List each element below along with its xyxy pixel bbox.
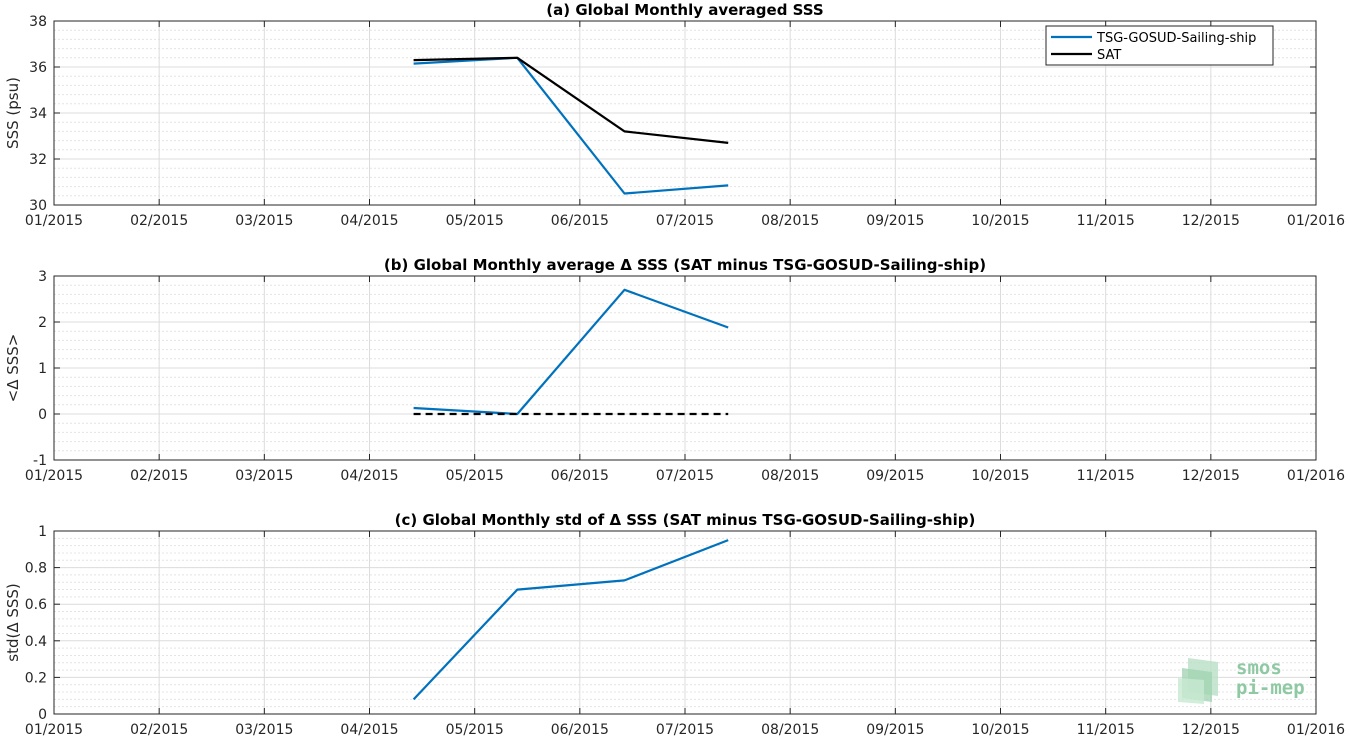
chart-title: (c) Global Monthly std of Δ SSS (SAT min… (395, 511, 976, 529)
y-tick-label: 0.2 (25, 670, 47, 686)
x-tick-label: 09/2015 (866, 213, 924, 229)
x-tick-label: 02/2015 (130, 722, 188, 737)
y-tick-label: 30 (29, 198, 47, 214)
x-tick-label: 06/2015 (551, 722, 609, 737)
x-tick-label: 01/2016 (1287, 468, 1345, 484)
x-tick-label: 02/2015 (130, 213, 188, 229)
x-tick-label: 10/2015 (971, 468, 1029, 484)
x-tick-label: 11/2015 (1077, 722, 1135, 737)
x-tick-label: 01/2016 (1287, 722, 1345, 737)
x-tick-label: 11/2015 (1077, 213, 1135, 229)
legend-label: SAT (1097, 48, 1121, 63)
y-axis-label: std(Δ SSS) (4, 583, 22, 662)
x-tick-label: 03/2015 (235, 468, 293, 484)
x-tick-label: 07/2015 (656, 468, 714, 484)
series-line-1 (413, 56, 729, 195)
x-tick-label: 03/2015 (235, 213, 293, 229)
x-tick-label: 09/2015 (866, 722, 924, 737)
x-tick-label: 04/2015 (340, 213, 398, 229)
y-tick-label: 32 (29, 152, 47, 168)
legend: TSG-GOSUD-Sailing-ship SAT (1045, 25, 1274, 66)
x-tick-label: 05/2015 (446, 722, 504, 737)
panel-2: 01/2015 02/2015 03/2015 04/2015 05/2015 06/20… (4, 256, 1345, 484)
logo-line-2: pi-mep (1236, 677, 1305, 699)
y-tick-label: 3 (38, 269, 47, 285)
x-tick-label: 07/2015 (656, 722, 714, 737)
x-tick-label: 01/2015 (25, 722, 83, 737)
y-axis-label: <Δ SSS> (4, 334, 22, 403)
x-tick-label: 06/2015 (551, 213, 609, 229)
legend-box (1045, 25, 1274, 66)
x-tick-label: 09/2015 (866, 468, 924, 484)
x-tick-label: 12/2015 (1182, 722, 1240, 737)
y-tick-label: 1 (38, 524, 47, 540)
y-tick-label: 0.6 (25, 597, 47, 613)
x-tick-label: 03/2015 (235, 722, 293, 737)
y-tick-label: 0 (38, 707, 47, 723)
panel-1: 01/2015 02/2015 03/2015 04/2015 05/2015 06/20… (4, 1, 1345, 229)
panel-3: 01/2015 02/2015 03/2015 04/2015 05/2015 06/20… (4, 511, 1345, 737)
x-tick-label: 10/2015 (971, 722, 1029, 737)
y-tick-label: 2 (38, 315, 47, 331)
smos-pi-mep-logo: smos pi-mep (1178, 656, 1318, 704)
x-tick-label: 04/2015 (340, 722, 398, 737)
x-tick-label: 08/2015 (761, 213, 819, 229)
x-tick-label: 01/2016 (1287, 213, 1345, 229)
legend-label: TSG-GOSUD-Sailing-ship (1096, 31, 1256, 46)
x-tick-label: 04/2015 (340, 468, 398, 484)
y-tick-label: 0.8 (25, 561, 47, 577)
x-tick-label: 08/2015 (761, 468, 819, 484)
x-tick-label: 07/2015 (656, 213, 714, 229)
series-line-2 (413, 56, 729, 144)
logo-line-1: smos (1236, 657, 1282, 679)
y-tick-label: 1 (38, 361, 47, 377)
x-tick-label: 05/2015 (446, 468, 504, 484)
x-tick-label: 01/2015 (25, 213, 83, 229)
y-tick-label: -1 (33, 453, 47, 469)
x-tick-label: 12/2015 (1182, 213, 1240, 229)
x-tick-label: 08/2015 (761, 722, 819, 737)
logo-graphic-icon (1178, 658, 1218, 704)
x-tick-label: 02/2015 (130, 468, 188, 484)
x-tick-label: 10/2015 (971, 213, 1029, 229)
y-tick-label: 36 (29, 60, 47, 76)
x-tick-label: 01/2015 (25, 468, 83, 484)
y-axis-label: SSS (psu) (4, 77, 22, 149)
chart-title: (b) Global Monthly average Δ SSS (SAT mi… (384, 256, 986, 274)
y-tick-label: 38 (29, 14, 47, 30)
chart-title: (a) Global Monthly averaged SSS (546, 1, 823, 19)
x-tick-label: 06/2015 (551, 468, 609, 484)
y-tick-label: 34 (29, 106, 47, 122)
x-tick-label: 11/2015 (1077, 468, 1135, 484)
x-tick-label: 05/2015 (446, 213, 504, 229)
y-tick-label: 0.4 (25, 634, 47, 650)
series-line-1 (413, 288, 729, 416)
series-line-1 (412, 539, 729, 701)
x-tick-label: 12/2015 (1182, 468, 1240, 484)
y-tick-label: 0 (38, 407, 47, 423)
